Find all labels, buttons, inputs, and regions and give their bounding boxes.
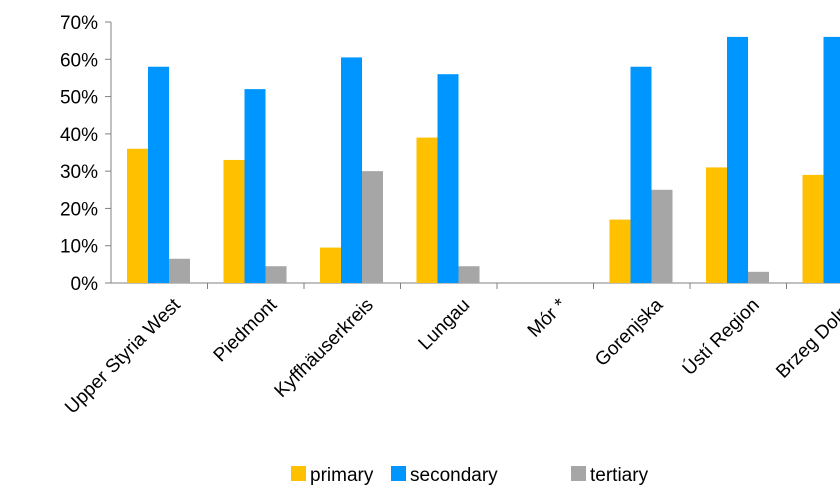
legend-swatch-tertiary	[571, 466, 586, 481]
y-tick-label: 40%	[60, 125, 98, 146]
legend: primary secondary tertiary	[291, 465, 649, 485]
y-tick-label: 70%	[60, 13, 98, 34]
bar-tertiary	[458, 266, 480, 283]
category-label: Ústí Region	[678, 294, 764, 380]
category-label: Mór *	[524, 294, 571, 341]
category-label: Upper Styria West	[61, 294, 185, 418]
bar-tertiary	[265, 266, 287, 283]
bar-tertiary	[748, 271, 769, 283]
y-tick-label: 0%	[71, 274, 99, 295]
category-label: Gorenjska	[591, 294, 667, 370]
bars	[127, 36, 840, 283]
y-axis-ticks: 0% 10% 20% 30% 40% 50% 60% 70%	[60, 13, 111, 295]
bar-primary	[706, 167, 727, 283]
y-tick-label: 50%	[60, 88, 98, 109]
bar-tertiary	[169, 258, 190, 283]
category-label: Brzeg Dolny	[772, 294, 840, 382]
bar-primary	[127, 148, 148, 283]
bar-tertiary	[362, 171, 383, 283]
category-label: Lungau	[415, 295, 475, 355]
bar-secondary	[437, 74, 459, 283]
bar-secondary	[630, 66, 652, 283]
bar-secondary	[148, 66, 169, 283]
legend-label-tertiary: tertiary	[590, 465, 649, 485]
legend-swatch-primary	[291, 466, 306, 481]
bar-primary	[802, 174, 824, 283]
legend-label-primary: primary	[310, 465, 374, 485]
bar-primary	[609, 219, 631, 283]
y-tick-label: 20%	[60, 199, 98, 220]
category-label: Kyffhäuserkreis	[271, 295, 378, 402]
bar-tertiary	[651, 189, 673, 283]
legend-swatch-secondary	[391, 466, 406, 481]
bar-secondary	[727, 36, 748, 283]
bar-primary	[416, 137, 438, 283]
legend-label-secondary: secondary	[410, 465, 498, 485]
y-tick-label: 30%	[60, 162, 98, 183]
bar-secondary	[341, 57, 362, 283]
bar-primary	[223, 159, 245, 283]
bar-secondary	[823, 36, 840, 283]
y-tick-label: 60%	[60, 50, 98, 71]
category-labels: Upper Styria West PiedmontKyffhäuserkreis…	[61, 294, 840, 418]
category-label: Piedmont	[210, 294, 282, 366]
y-tick-label: 10%	[60, 237, 98, 258]
bar-secondary	[244, 89, 266, 283]
bar-primary	[320, 247, 341, 283]
